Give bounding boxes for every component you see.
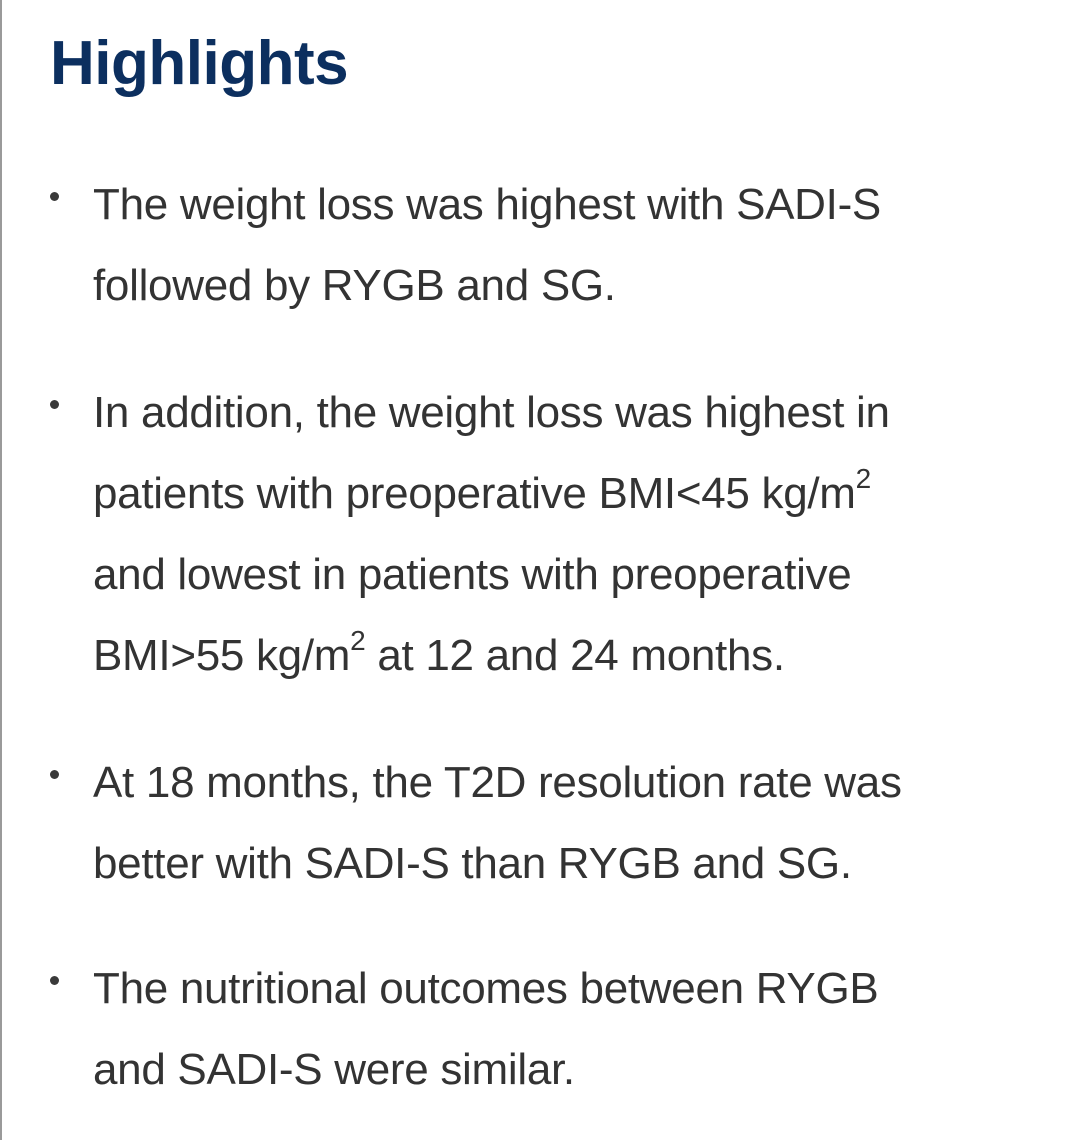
- bullet-dot-icon: [50, 770, 59, 779]
- highlight-text: The nutritional outcomes between RYGB an…: [93, 964, 879, 1094]
- highlight-text: In addition, the weight loss was highest…: [93, 388, 890, 680]
- section-heading: Highlights: [50, 29, 349, 98]
- left-border-line: [0, 0, 2, 1140]
- highlights-section: Highlights The weight loss was highest w…: [50, 22, 1050, 1094]
- highlight-text: At 18 months, the T2D resolution rate wa…: [93, 758, 902, 888]
- bullet-dot-icon: [50, 192, 59, 201]
- bullet-dot-icon: [50, 976, 59, 985]
- bullet-dot-icon: [50, 400, 59, 409]
- highlight-text: The weight loss was highest with SADI-S …: [93, 180, 881, 310]
